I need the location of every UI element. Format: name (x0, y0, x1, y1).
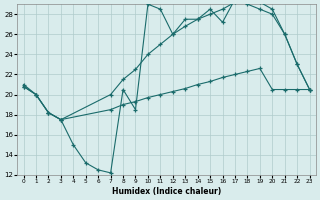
X-axis label: Humidex (Indice chaleur): Humidex (Indice chaleur) (112, 187, 221, 196)
